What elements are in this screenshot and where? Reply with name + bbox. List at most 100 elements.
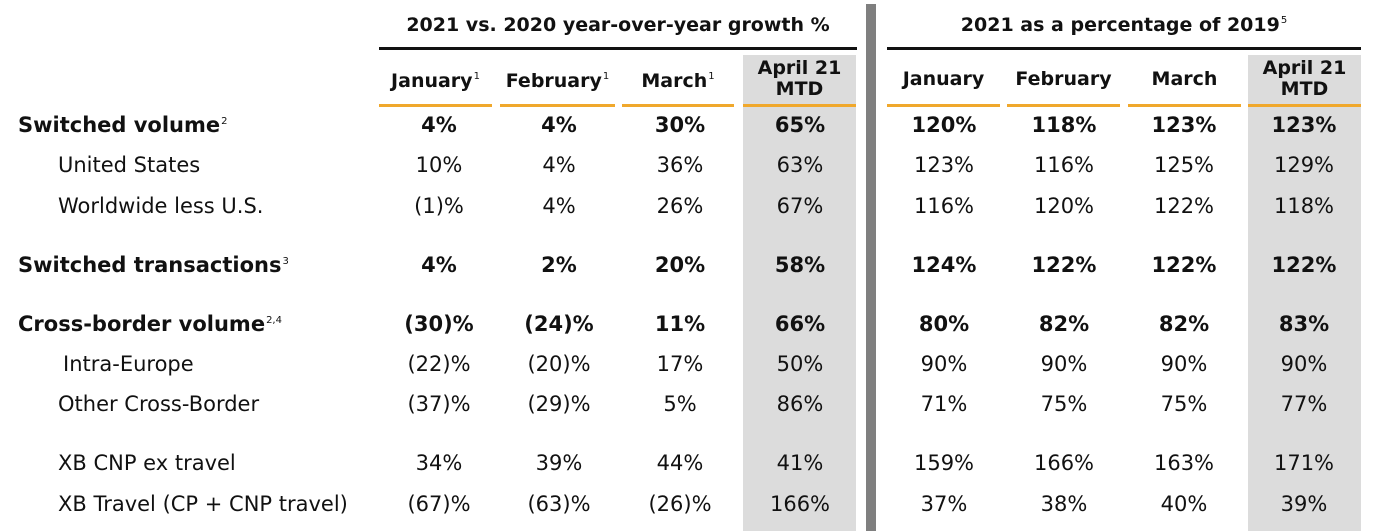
table-cell: 80% — [918, 312, 970, 336]
table-cell: (29)% — [527, 392, 591, 416]
table-cell: (67)% — [407, 492, 471, 516]
table-cell: (1)% — [414, 194, 464, 218]
table-cell: 4% — [541, 113, 577, 137]
column-header-underline-1 — [379, 104, 492, 107]
table-cell: (24)% — [524, 312, 594, 336]
table-cell: 123% — [1271, 113, 1337, 137]
table-cell: 20% — [654, 253, 706, 277]
row-label-text: United States — [58, 153, 201, 177]
column-header-text: February — [1015, 67, 1112, 90]
column-header-label: February — [1015, 67, 1112, 90]
column-header-1: January1 — [379, 55, 492, 103]
table-cell: 65% — [774, 113, 826, 137]
table-cell: 4% — [421, 113, 457, 137]
row-label: Other Cross-Border — [58, 392, 259, 416]
table-cell: 4% — [542, 194, 576, 218]
table-cell: 90% — [1280, 352, 1328, 376]
table-cell: 83% — [1278, 312, 1330, 336]
table-cell: 163% — [1153, 451, 1215, 475]
column-header-underline-8 — [1248, 104, 1361, 107]
column-header-3: March1 — [622, 55, 734, 103]
table-cell: (22)% — [407, 352, 471, 376]
column-header-2: February1 — [500, 55, 615, 103]
table-cell: 90% — [920, 352, 968, 376]
table-cell: 75% — [1040, 392, 1088, 416]
column-header-underline-3 — [622, 104, 734, 107]
column-header-label: February — [505, 70, 602, 92]
column-header-8: April 21 MTD — [1248, 55, 1361, 103]
table-cell: 159% — [913, 451, 975, 475]
table-cell: 71% — [920, 392, 968, 416]
table-cell: 124% — [911, 253, 977, 277]
table-cell: 39% — [535, 451, 583, 475]
table-cell: 82% — [1158, 312, 1210, 336]
shaded-column-mtd-2019 — [1248, 55, 1361, 531]
column-header-underline-2 — [500, 104, 615, 107]
table-cell: 10% — [415, 153, 463, 177]
column-header-text: January1 — [391, 66, 480, 92]
column-header-label: April 21 MTD — [757, 57, 842, 100]
row-label-text: XB Travel (CP + CNP travel) — [58, 492, 348, 516]
footnote-marker: 2,4 — [266, 315, 282, 326]
column-header-underline-4 — [743, 104, 856, 107]
table-cell: 17% — [656, 352, 704, 376]
table-cell: 116% — [1033, 153, 1095, 177]
table-cell: 122% — [1153, 194, 1215, 218]
table-cell: 118% — [1031, 113, 1097, 137]
column-header-label: January — [902, 67, 985, 90]
row-label-text: Cross-border volume — [18, 312, 266, 336]
column-header-6: February — [1007, 55, 1120, 103]
table-cell: (26)% — [648, 492, 712, 516]
table-cell: 90% — [1160, 352, 1208, 376]
column-header-5: January — [887, 55, 1000, 103]
column-header-4: April 21 MTD — [743, 55, 856, 103]
table-cell: 66% — [774, 312, 826, 336]
table-cell: 67% — [776, 194, 824, 218]
table-cell: (37)% — [407, 392, 471, 416]
footnote-marker: 3 — [282, 256, 289, 267]
table-cell: 4% — [421, 253, 457, 277]
table-cell: 30% — [654, 113, 706, 137]
table-cell: 123% — [1151, 113, 1217, 137]
footnote-marker: 1 — [602, 71, 610, 82]
row-label: XB Travel (CP + CNP travel) — [58, 492, 348, 516]
section-divider — [866, 4, 876, 531]
row-label: XB CNP ex travel — [58, 451, 236, 475]
column-header-text: January — [902, 67, 985, 90]
row-label-text: Worldwide less U.S. — [58, 194, 264, 218]
table-cell: 41% — [776, 451, 824, 475]
group-header-title: 2021 vs. 2020 year-over-year growth % — [406, 14, 830, 36]
table-cell: 125% — [1153, 153, 1215, 177]
table-cell: 58% — [774, 253, 826, 277]
table-cell: 50% — [776, 352, 824, 376]
row-label-text: Switched transactions — [18, 253, 282, 277]
table-cell: 37% — [920, 492, 968, 516]
table-cell: 90% — [1040, 352, 1088, 376]
table-cell: 120% — [1033, 194, 1095, 218]
table-cell: 86% — [776, 392, 824, 416]
row-label: Worldwide less U.S. — [58, 194, 263, 218]
row-label-text: Switched volume — [18, 113, 221, 137]
group-header-rule-2 — [887, 47, 1361, 50]
table-cell: (63)% — [527, 492, 591, 516]
shaded-column-mtd-growth — [743, 55, 856, 531]
column-header-text: April 21 MTD — [755, 58, 845, 100]
column-header-text: February1 — [506, 66, 610, 92]
column-header-7: March — [1128, 55, 1241, 103]
group-header-title: 2021 as a percentage of 2019 — [960, 14, 1280, 36]
footnote-marker: 1 — [708, 71, 715, 82]
column-header-label: March — [641, 70, 708, 92]
row-label: Switched volume2 — [18, 113, 228, 137]
group-header-rule-1 — [379, 47, 857, 50]
table-cell: 166% — [1033, 451, 1095, 475]
table-cell: 120% — [911, 113, 977, 137]
table-cell: 122% — [1151, 253, 1217, 277]
table-cell: 63% — [776, 153, 824, 177]
table-cell: 5% — [663, 392, 697, 416]
table-cell: 82% — [1038, 312, 1090, 336]
table-cell: (20)% — [527, 352, 591, 376]
table-cell: 166% — [769, 492, 831, 516]
table-cell: 122% — [1031, 253, 1097, 277]
table-cell: 40% — [1160, 492, 1208, 516]
column-header-text: March1 — [641, 66, 714, 92]
